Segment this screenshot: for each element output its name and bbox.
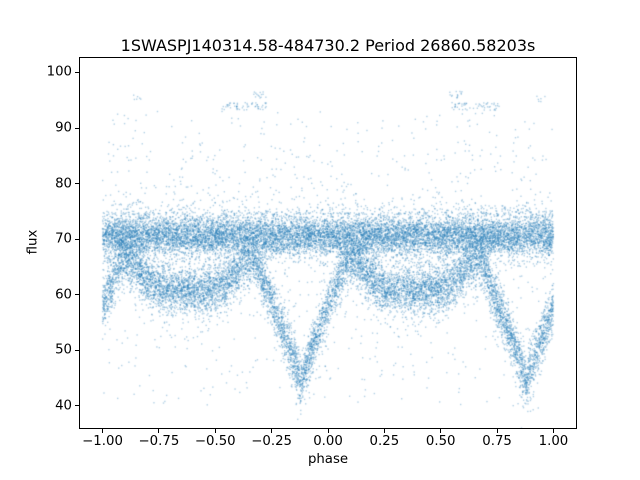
x-tick-mark — [214, 429, 216, 433]
x-tick-mark — [271, 429, 273, 433]
y-tick-label: 60 — [55, 287, 72, 303]
x-axis-label: phase — [307, 452, 349, 467]
x-tick-mark — [496, 429, 498, 433]
y-tick-mark — [75, 349, 79, 351]
y-tick-mark — [75, 405, 79, 407]
x-tick-mark — [552, 429, 554, 433]
y-tick-mark — [75, 183, 79, 185]
x-tick-label: 0.50 — [425, 434, 456, 449]
y-tick-label: 100 — [46, 64, 72, 80]
x-tick-mark — [158, 429, 160, 433]
y-tick-mark — [75, 238, 79, 240]
y-tick-label: 70 — [55, 231, 72, 247]
y-tick-mark — [75, 294, 79, 296]
x-tick-label: 0.00 — [313, 434, 343, 449]
x-tick-mark — [440, 429, 442, 433]
plot-area — [79, 57, 577, 429]
x-tick-mark — [102, 429, 104, 433]
y-axis-label: flux — [25, 229, 41, 255]
y-tick-label: 90 — [55, 120, 72, 136]
x-tick-label: −0.50 — [194, 434, 236, 449]
y-tick-label: 80 — [55, 176, 72, 192]
x-tick-label: 0.25 — [369, 434, 400, 449]
x-tick-label: −0.25 — [251, 434, 292, 449]
y-tick-label: 50 — [55, 342, 72, 358]
x-tick-label: 1.00 — [538, 434, 569, 449]
scatter-points-canvas — [80, 58, 576, 428]
x-tick-mark — [383, 429, 385, 433]
x-tick-label: −0.75 — [138, 434, 180, 449]
x-tick-label: 0.75 — [482, 434, 512, 449]
y-tick-mark — [75, 127, 79, 129]
chart-title: 1SWASPJ140314.58-484730.2 Period 26860.5… — [120, 36, 536, 55]
x-tick-mark — [327, 429, 329, 433]
x-tick-label: −1.00 — [82, 434, 123, 449]
y-tick-label: 40 — [55, 398, 72, 414]
y-tick-mark — [75, 71, 79, 73]
